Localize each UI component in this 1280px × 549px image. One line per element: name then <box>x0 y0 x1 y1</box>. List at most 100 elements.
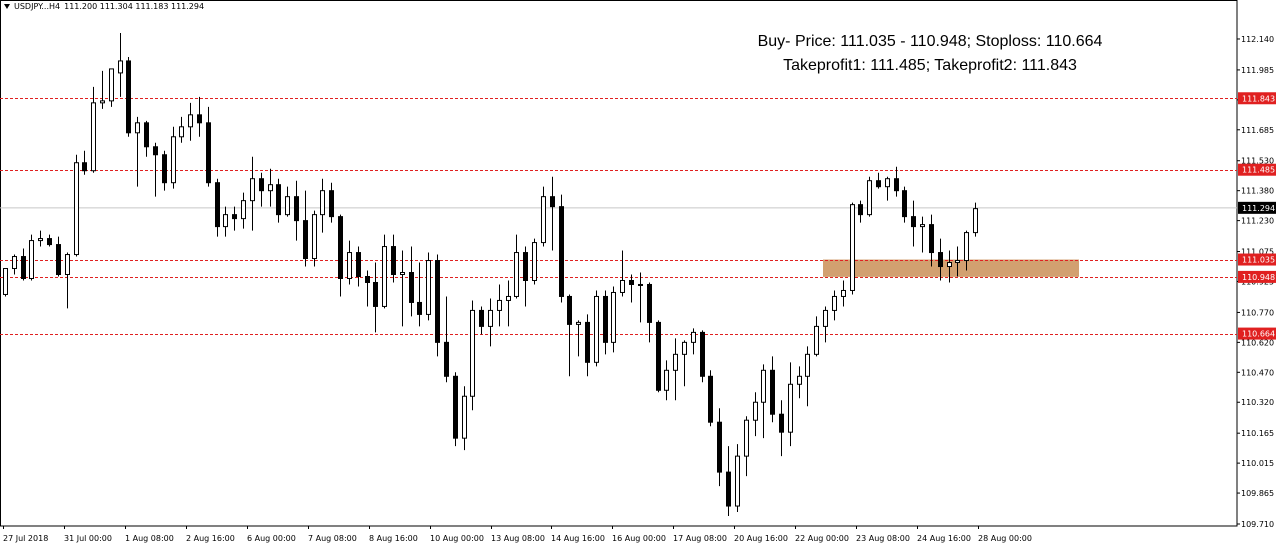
price-tick-label: 110.770 <box>1241 308 1274 317</box>
candle <box>320 178 325 233</box>
time-tick-label: 6 Aug 00:00 <box>247 534 296 543</box>
candle <box>38 230 43 247</box>
symbol-label: USDJPY...H4 <box>14 2 61 11</box>
level-price-tag: 111.843 <box>1238 92 1276 105</box>
chart-frame <box>0 0 1238 527</box>
candle <box>294 180 299 241</box>
candle <box>135 116 140 187</box>
candle <box>109 68 114 107</box>
candle-body <box>223 214 228 228</box>
candle-body <box>74 162 79 256</box>
candle <box>118 32 123 97</box>
price-tick-label: 111.075 <box>1241 248 1274 257</box>
candle <box>611 286 616 353</box>
price-tick-label: 110.320 <box>1241 398 1274 407</box>
candle <box>506 280 511 327</box>
candle-body <box>259 178 264 192</box>
candle <box>664 360 669 401</box>
price-tag-box <box>1238 201 1276 214</box>
candle-body <box>514 252 519 297</box>
time-tick-label: 24 Aug 16:00 <box>917 534 971 543</box>
candle <box>858 200 863 223</box>
candle-body <box>594 295 599 363</box>
candle <box>153 142 158 197</box>
candle <box>259 172 264 207</box>
price-tag-box <box>1238 327 1276 340</box>
candle <box>3 268 8 297</box>
candle-body <box>858 204 863 216</box>
candle-body <box>144 122 149 148</box>
candle <box>312 210 317 267</box>
candle <box>620 250 625 297</box>
candle-body <box>523 252 528 281</box>
candle-body <box>347 252 352 279</box>
candle-body <box>929 224 934 254</box>
candle <box>753 392 758 437</box>
candle-body <box>82 162 87 172</box>
candle-body <box>488 309 493 327</box>
candle-body <box>373 281 378 307</box>
ohlc-values: 111.200 111.304 111.183 111.294 <box>64 2 205 11</box>
candle-body <box>435 260 440 343</box>
candle-body <box>65 254 70 276</box>
price-tick-label: 111.380 <box>1241 187 1274 196</box>
candle-body <box>682 341 687 355</box>
candle <box>691 328 696 355</box>
candle-body <box>462 395 467 439</box>
candle-body <box>726 471 731 507</box>
candle-body <box>241 200 246 220</box>
candle-body <box>770 369 775 415</box>
time-tick-label: 23 Aug 08:00 <box>856 534 910 543</box>
candle <box>797 366 802 399</box>
candle <box>770 356 775 423</box>
price-tick-label: 110.015 <box>1241 459 1274 468</box>
level-price-tag: 110.948 <box>1238 270 1276 283</box>
price-tag-box <box>1238 253 1276 266</box>
candle <box>409 246 414 317</box>
candle <box>453 372 458 447</box>
time-tick-label: 7 Aug 08:00 <box>308 534 357 543</box>
candle <box>74 154 79 257</box>
candle <box>417 262 422 327</box>
candle <box>391 234 396 283</box>
candle-body <box>56 244 61 276</box>
candle <box>91 86 96 173</box>
candle <box>867 176 872 217</box>
candle <box>47 234 52 247</box>
candle <box>973 202 978 237</box>
candle <box>559 194 564 303</box>
current-price-tag: 111.294 <box>1238 201 1276 214</box>
signal-line-entry: Buy- Price: 111.035 - 110.948; Stoploss:… <box>757 33 1103 50</box>
level-price-tag: 110.664 <box>1238 327 1276 340</box>
candle <box>426 252 431 321</box>
candle-body <box>647 283 652 323</box>
candle-body <box>797 375 802 385</box>
candle <box>347 240 352 285</box>
candle <box>470 300 475 411</box>
candle-body <box>232 214 237 220</box>
candle-body <box>691 331 696 343</box>
candle-body <box>841 289 846 297</box>
chart-info-bar: USDJPY...H4 111.200 111.304 111.183 111.… <box>4 2 204 11</box>
candle-body <box>611 291 616 343</box>
candle <box>955 246 960 277</box>
candle-body <box>629 279 634 285</box>
candle <box>268 168 273 207</box>
candle <box>700 330 705 383</box>
candle <box>373 262 378 333</box>
candle-body <box>805 353 810 377</box>
candle-body <box>585 321 590 363</box>
price-tick-label: 111.985 <box>1241 66 1274 75</box>
candle-body <box>206 122 211 184</box>
price-tick-label: 110.470 <box>1241 368 1274 377</box>
candle <box>938 238 943 281</box>
candle <box>126 56 131 137</box>
candle <box>717 408 722 487</box>
dropdown-triangle-icon[interactable] <box>4 4 10 9</box>
candle <box>488 298 493 347</box>
price-tick-label: 111.230 <box>1241 217 1274 226</box>
candle <box>920 216 925 253</box>
time-tick-label: 10 Aug 00:00 <box>430 534 484 543</box>
